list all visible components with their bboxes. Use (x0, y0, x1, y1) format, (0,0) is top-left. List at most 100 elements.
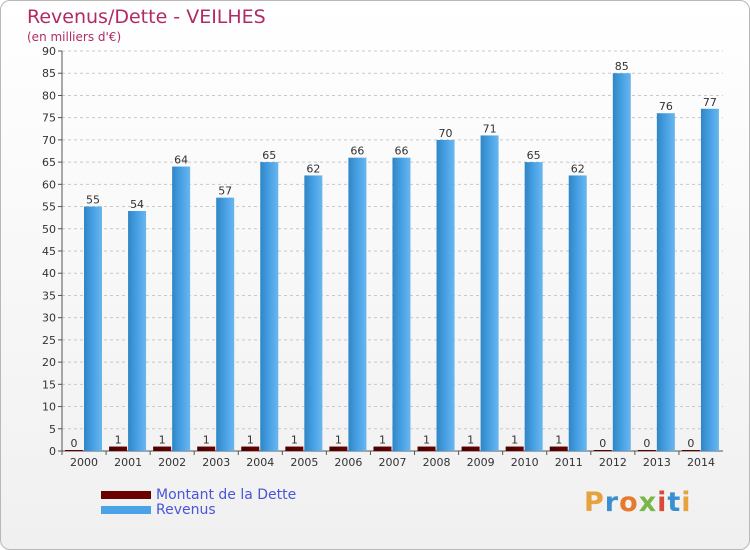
data-label-debt: 0 (643, 437, 650, 450)
bar-debt (241, 446, 260, 451)
y-tick-label: 45 (42, 245, 56, 258)
x-tick-label: 2011 (555, 456, 583, 469)
y-tick-label: 55 (42, 201, 56, 214)
bar-revenue (304, 175, 323, 451)
x-tick-label: 2013 (643, 456, 671, 469)
data-label-debt: 1 (335, 434, 342, 447)
y-tick-label: 80 (42, 89, 56, 102)
bar-revenue (84, 206, 102, 451)
legend-label: Montant de la Dette (156, 486, 297, 503)
y-tick-label: 65 (42, 156, 56, 169)
x-tick-label: 2014 (687, 456, 715, 469)
y-tick-label: 30 (42, 312, 56, 325)
data-label-revenue: 64 (174, 154, 188, 167)
x-tick-label: 2003 (202, 456, 230, 469)
logo-letter: t (667, 487, 682, 518)
logo-letter: i (681, 487, 692, 518)
data-label-revenue: 66 (350, 145, 364, 158)
bar-revenue (568, 175, 587, 451)
proxiti-logo: Proxiti (584, 487, 692, 518)
x-tick-label: 2001 (114, 456, 142, 469)
y-tick-label: 25 (42, 334, 56, 347)
data-label-revenue: 54 (130, 198, 144, 211)
x-tick-label: 2012 (599, 456, 627, 469)
bar-debt (153, 446, 172, 451)
x-tick-label: 2000 (70, 456, 98, 469)
data-label-revenue: 55 (86, 194, 100, 207)
bar-debt (329, 446, 348, 451)
y-tick-label: 5 (49, 423, 56, 436)
bar-debt (65, 450, 83, 451)
y-tick-label: 10 (42, 401, 56, 414)
data-label-debt: 0 (71, 437, 78, 450)
bar-debt (505, 446, 524, 451)
y-tick-label: 15 (42, 378, 56, 391)
data-label-debt: 0 (687, 437, 694, 450)
logo-letter: i (657, 487, 668, 518)
bar-revenue (656, 113, 675, 451)
y-tick-label: 85 (42, 67, 56, 80)
y-tick-label: 35 (42, 289, 56, 302)
logo-letter: o (619, 487, 639, 518)
logo-letter: r (604, 487, 620, 518)
data-label-debt: 1 (115, 434, 122, 447)
x-tick-label: 2007 (379, 456, 407, 469)
chart-subtitle: (en milliers d'€) (27, 30, 122, 44)
data-label-revenue: 66 (394, 145, 408, 158)
x-tick-label: 2002 (158, 456, 186, 469)
y-tick-label: 40 (42, 267, 56, 280)
data-label-revenue: 62 (571, 162, 585, 175)
bar-revenue (216, 197, 235, 451)
bar-debt (417, 446, 436, 451)
bar-revenue (260, 162, 279, 451)
bar-revenue (436, 139, 455, 451)
data-label-debt: 1 (511, 434, 518, 447)
bar-revenue (480, 135, 499, 451)
logo-letter: P (584, 487, 605, 518)
bar-revenue (392, 157, 411, 451)
data-label-debt: 1 (379, 434, 386, 447)
x-tick-label: 2009 (467, 456, 495, 469)
bar-revenue (348, 157, 367, 451)
bar-revenue (524, 162, 543, 451)
bar-debt (637, 450, 656, 451)
legend-swatch (101, 505, 151, 514)
legend-item: Montant de la Dette (101, 486, 297, 503)
data-label-revenue: 77 (703, 96, 717, 109)
y-tick-label: 70 (42, 134, 56, 147)
legend-item: Revenus (101, 501, 296, 518)
data-label-debt: 1 (291, 434, 298, 447)
legend-label: Revenus (156, 501, 216, 518)
bar-revenue (172, 166, 191, 452)
y-tick-label: 75 (42, 112, 56, 125)
x-tick-label: 2005 (290, 456, 318, 469)
data-label-debt: 1 (159, 434, 166, 447)
data-label-debt: 0 (599, 437, 606, 450)
chart-legend: Montant de la Dette Revenus (101, 486, 297, 518)
bar-debt (373, 446, 392, 451)
data-label-revenue: 57 (218, 185, 232, 198)
data-label-revenue: 76 (659, 100, 673, 113)
x-tick-label: 2010 (511, 456, 539, 469)
y-tick-label: 90 (42, 45, 56, 58)
data-label-debt: 1 (203, 434, 210, 447)
bar-debt (549, 446, 568, 451)
y-tick-label: 20 (42, 356, 56, 369)
y-tick-label: 50 (42, 223, 56, 236)
x-tick-label: 2004 (246, 456, 274, 469)
bar-debt (681, 450, 700, 451)
data-label-revenue: 65 (262, 149, 276, 162)
x-tick-label: 2006 (334, 456, 362, 469)
data-label-debt: 1 (467, 434, 474, 447)
bar-debt (461, 446, 480, 451)
data-label-revenue: 71 (483, 122, 497, 135)
data-label-revenue: 70 (439, 127, 453, 140)
y-tick-label: 0 (49, 445, 56, 458)
y-tick-label: 60 (42, 178, 56, 191)
bar-debt (285, 446, 304, 451)
data-label-debt: 1 (423, 434, 430, 447)
chart-title: Revenus/Dette - VEILHES (27, 6, 266, 28)
logo-letter: x (638, 487, 658, 518)
data-label-debt: 1 (247, 434, 254, 447)
